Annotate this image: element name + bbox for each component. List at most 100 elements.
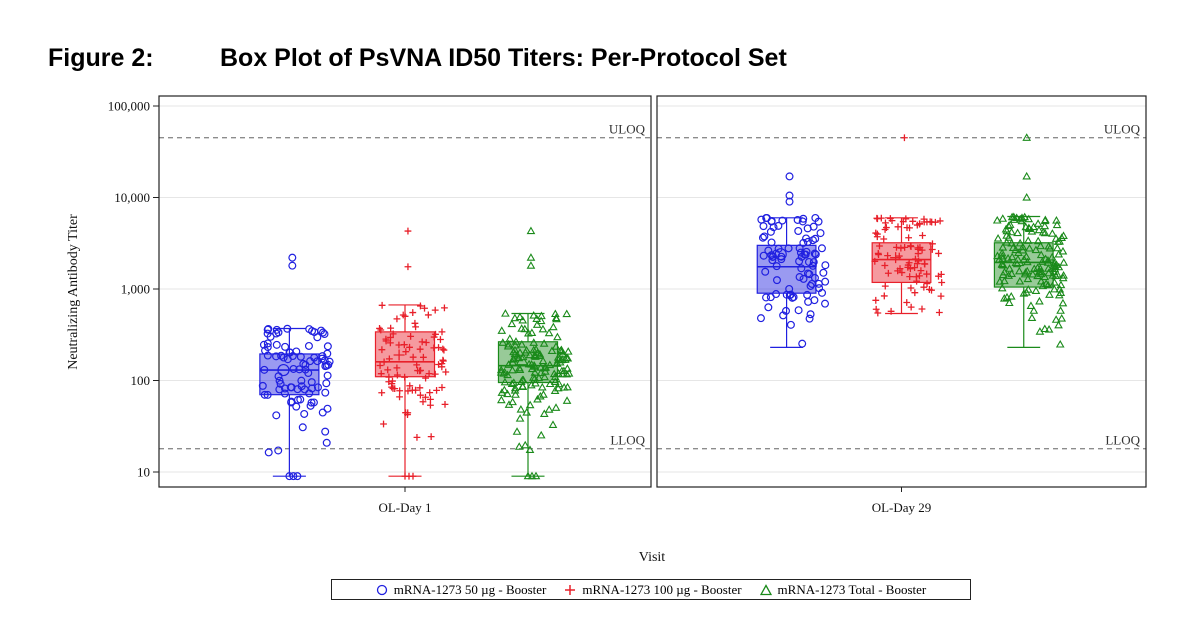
data-point: [553, 352, 563, 361]
data-point: [1041, 279, 1051, 288]
data-point: [322, 438, 331, 447]
data-point: [525, 350, 535, 359]
data-point: [535, 349, 545, 358]
data-point: [532, 320, 542, 328]
data-point: [293, 472, 302, 481]
data-point: [402, 348, 410, 356]
data-point: [887, 307, 895, 315]
data-point: [931, 218, 939, 226]
data-point: [797, 264, 806, 273]
data-point: [881, 226, 889, 233]
data-point: [507, 319, 517, 328]
data-point: [519, 375, 528, 384]
data-point: [528, 373, 538, 381]
data-point: [756, 314, 765, 323]
data-point: [1036, 250, 1046, 259]
data-point: [393, 371, 401, 379]
data-point: [917, 267, 925, 275]
data-point: [504, 339, 513, 348]
data-point: [914, 244, 922, 252]
data-point: [884, 269, 892, 277]
data-point: [422, 339, 430, 346]
box-1-panel-1: [258, 253, 334, 481]
data-point: [272, 411, 281, 420]
data-point: [759, 222, 768, 231]
figure-title: Figure 2: Box Plot of PsVNA ID50 Titers: …: [48, 44, 787, 73]
data-point: [1034, 267, 1044, 276]
data-point: [1024, 214, 1034, 223]
data-point: [935, 250, 942, 257]
data-point: [376, 325, 383, 332]
data-point: [871, 257, 879, 265]
data-point: [928, 246, 936, 253]
data-point: [419, 398, 427, 406]
data-point: [427, 395, 434, 403]
data-point: [280, 389, 289, 398]
data-point: [516, 405, 526, 413]
data-point: [1043, 256, 1053, 264]
data-point: [1034, 225, 1044, 234]
reference-label-lloq: LLOQ: [1105, 433, 1140, 448]
data-point: [281, 342, 290, 351]
y-tick-label: 1,000: [121, 282, 150, 297]
data-point: [923, 280, 931, 288]
data-point: [805, 314, 814, 323]
legend-item-total: mRNA-1273 Total - Booster: [759, 582, 926, 598]
data-point: [1056, 306, 1065, 314]
data-point: [1021, 222, 1031, 231]
data-point: [511, 337, 521, 345]
data-point: [877, 214, 885, 222]
y-tick-label: 100,000: [108, 99, 150, 114]
data-point: [310, 328, 319, 337]
data-point: [772, 262, 781, 271]
data-point: [1029, 306, 1039, 314]
data-point: [803, 269, 812, 278]
data-point: [808, 261, 817, 270]
data-point: [796, 248, 805, 257]
data-point: [417, 391, 424, 399]
data-point: [535, 391, 545, 400]
y-axis: 10 100 1,000 10,000 100,000 Neutralizing Anti…: [66, 99, 159, 480]
data-point: [995, 277, 1005, 285]
data-point: [801, 250, 810, 259]
data-point: [260, 390, 269, 399]
data-point: [895, 252, 903, 260]
data-point: [1007, 252, 1017, 261]
data-point: [323, 342, 332, 351]
data-point: [508, 357, 518, 366]
data-point: [1031, 286, 1041, 295]
data-point: [402, 409, 409, 417]
data-point: [811, 250, 820, 259]
data-point: [911, 289, 919, 297]
data-point: [799, 274, 808, 283]
data-point: [563, 347, 573, 355]
data-point: [539, 390, 548, 398]
data-point: [288, 352, 297, 361]
data-point: [1040, 228, 1050, 237]
data-point: [794, 226, 803, 235]
data-point: [299, 359, 308, 368]
data-point: [935, 309, 943, 316]
data-point: [992, 215, 1002, 224]
data-point: [997, 283, 1007, 292]
data-point: [510, 383, 520, 392]
data-point: [530, 351, 540, 360]
data-point: [1059, 270, 1068, 279]
legend-plus-marker: [565, 584, 576, 595]
data-point: [872, 296, 880, 304]
data-point: [387, 324, 395, 332]
data-point: [263, 351, 272, 360]
data-point: [439, 345, 447, 353]
data-point: [793, 215, 802, 224]
data-point: [1004, 233, 1014, 241]
box-2-panel-1: [374, 227, 450, 480]
data-point: [1018, 245, 1028, 254]
data-point: [1022, 192, 1032, 201]
reference-label-uloq: ULOQ: [609, 122, 646, 137]
data-point: [1040, 324, 1050, 333]
data-point: [439, 357, 447, 365]
data-point: [378, 389, 386, 397]
data-point: [288, 253, 297, 262]
data-point: [401, 312, 409, 320]
data-point: [904, 261, 912, 269]
